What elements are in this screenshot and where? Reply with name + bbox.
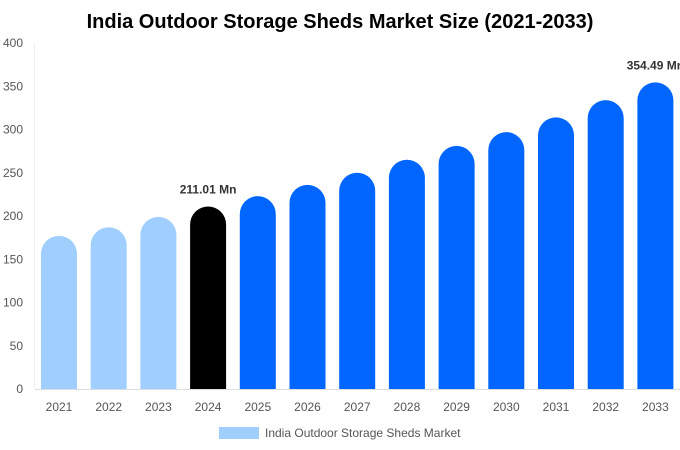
bar-2023 bbox=[140, 216, 177, 389]
bar-2024 bbox=[190, 206, 227, 389]
x-tick-label: 2029 bbox=[443, 400, 470, 414]
x-tick-label: 2028 bbox=[394, 400, 421, 414]
data-label: 211.01 Mn bbox=[180, 182, 237, 196]
bar-2027 bbox=[339, 172, 376, 389]
bar-2025 bbox=[239, 196, 276, 389]
y-tick-label: 300 bbox=[3, 123, 23, 137]
chart-title: India Outdoor Storage Sheds Market Size … bbox=[87, 11, 594, 33]
bar-2033 bbox=[637, 82, 674, 389]
y-tick-label: 200 bbox=[3, 209, 23, 223]
legend-swatch bbox=[219, 427, 259, 439]
x-tick-label: 2033 bbox=[642, 400, 669, 414]
x-tick-label: 2030 bbox=[493, 400, 520, 414]
y-tick-label: 0 bbox=[16, 382, 23, 396]
x-tick-label: 2024 bbox=[195, 400, 222, 414]
bar-2031 bbox=[538, 117, 574, 389]
bar-2022 bbox=[90, 227, 127, 389]
y-tick-label: 150 bbox=[3, 252, 23, 266]
bar-2028 bbox=[388, 159, 425, 389]
data-label: 354.49 Mn bbox=[627, 58, 680, 72]
x-tick-label: 2025 bbox=[244, 400, 271, 414]
x-tick-label: 2032 bbox=[592, 400, 619, 414]
bar-2021 bbox=[41, 235, 77, 389]
y-tick-label: 400 bbox=[3, 36, 23, 50]
bar-2029 bbox=[438, 145, 475, 389]
x-tick-label: 2021 bbox=[46, 400, 73, 414]
y-tick-label: 350 bbox=[3, 79, 23, 93]
y-tick-label: 50 bbox=[10, 339, 24, 353]
x-tick-label: 2027 bbox=[344, 400, 371, 414]
legend-label: India Outdoor Storage Sheds Market bbox=[265, 426, 461, 440]
x-tick-label: 2026 bbox=[294, 400, 321, 414]
x-tick-label: 2031 bbox=[543, 400, 570, 414]
x-tick-label: 2022 bbox=[95, 400, 122, 414]
bar-2032 bbox=[587, 100, 624, 389]
y-tick-label: 100 bbox=[3, 296, 23, 310]
bar-2030 bbox=[488, 132, 525, 389]
bar-2026 bbox=[289, 184, 326, 389]
y-tick-label: 250 bbox=[3, 166, 23, 180]
x-tick-label: 2023 bbox=[145, 400, 172, 414]
